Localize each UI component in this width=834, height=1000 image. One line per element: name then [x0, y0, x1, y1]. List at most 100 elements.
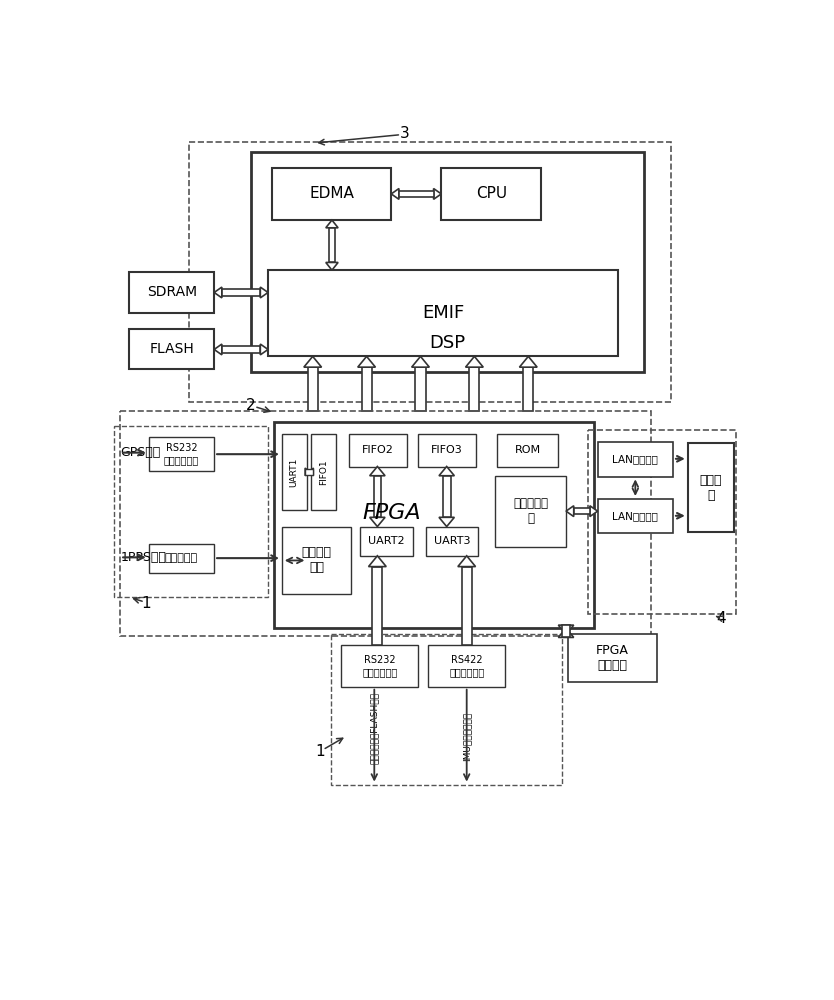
Text: FIFO2: FIFO2 [362, 445, 394, 455]
Bar [498, 434, 558, 467]
Polygon shape [465, 356, 483, 367]
Text: 其他设
备: 其他设 备 [700, 474, 722, 502]
Text: FPGA: FPGA [362, 503, 420, 523]
Bar [341, 645, 418, 687]
Bar [443, 476, 450, 517]
Polygon shape [369, 466, 385, 476]
Text: 时间同步
模块: 时间同步 模块 [302, 546, 332, 574]
Text: FPGA
配置芯片: FPGA 配置芯片 [596, 644, 629, 672]
Text: LAN接口芯片: LAN接口芯片 [612, 511, 658, 521]
Bar [222, 289, 260, 296]
Text: UART1: UART1 [289, 457, 299, 487]
Polygon shape [214, 344, 222, 355]
Polygon shape [326, 220, 338, 228]
Bar [441, 168, 541, 220]
Polygon shape [369, 517, 385, 527]
Bar [189, 142, 671, 402]
Bar [588, 430, 736, 614]
Bar [568, 634, 657, 682]
Bar [114, 426, 268, 597]
Bar [426, 527, 478, 556]
Text: ROM: ROM [515, 445, 540, 455]
Text: IMU输出口与台号: IMU输出口与台号 [462, 711, 471, 761]
Text: DSP: DSP [430, 334, 465, 352]
Polygon shape [558, 625, 574, 634]
Polygon shape [520, 356, 537, 367]
Bar [495, 476, 566, 547]
Text: UART3: UART3 [434, 536, 470, 546]
Text: 4: 4 [716, 611, 726, 626]
Bar [362, 367, 372, 411]
Text: SDRAM: SDRAM [147, 285, 197, 299]
Polygon shape [434, 189, 441, 199]
Bar [308, 367, 318, 411]
Text: LAN接口芯片: LAN接口芯片 [612, 454, 658, 464]
Bar [282, 434, 307, 510]
Bar [374, 476, 381, 517]
Bar [562, 625, 570, 637]
Text: 1: 1 [142, 596, 151, 611]
Polygon shape [590, 506, 598, 517]
Bar [268, 270, 618, 356]
Bar [523, 367, 533, 411]
Bar [329, 228, 335, 262]
Text: 1: 1 [315, 744, 325, 759]
Polygon shape [260, 344, 268, 355]
Polygon shape [307, 468, 314, 476]
Bar [415, 367, 425, 411]
Bar [120, 411, 651, 636]
Bar [129, 272, 214, 312]
Bar [282, 527, 351, 594]
Polygon shape [558, 628, 574, 637]
Text: 串口及程序与FLASH烧写: 串口及程序与FLASH烧写 [369, 692, 379, 764]
Text: 2: 2 [246, 398, 256, 413]
Text: 1PPS信号: 1PPS信号 [120, 551, 166, 564]
Bar [274, 422, 594, 628]
Polygon shape [369, 556, 386, 567]
Polygon shape [412, 356, 430, 367]
Polygon shape [439, 517, 455, 527]
Bar [272, 168, 391, 220]
Polygon shape [458, 556, 475, 567]
Polygon shape [358, 356, 375, 367]
Text: 3: 3 [400, 126, 410, 141]
Polygon shape [439, 466, 455, 476]
Bar [349, 434, 407, 467]
Text: 光电耦合器: 光电耦合器 [165, 553, 198, 563]
Text: FIFO3: FIFO3 [431, 445, 463, 455]
Text: UART2: UART2 [369, 536, 405, 546]
Bar [688, 443, 734, 532]
Text: RS232
电平转换芯片: RS232 电平转换芯片 [163, 443, 199, 465]
Bar [360, 527, 413, 556]
Polygon shape [214, 287, 222, 298]
Bar [462, 567, 472, 645]
Bar [598, 442, 673, 477]
Polygon shape [305, 468, 311, 476]
Bar [418, 434, 476, 467]
Polygon shape [566, 506, 574, 517]
Bar [129, 329, 214, 369]
Bar [222, 346, 260, 353]
Text: CPU: CPU [475, 186, 507, 201]
Bar [148, 544, 214, 573]
Text: GPS信号: GPS信号 [120, 446, 160, 459]
Text: FLASH: FLASH [149, 342, 194, 356]
Bar [470, 367, 480, 411]
Polygon shape [304, 356, 322, 367]
Bar [311, 434, 336, 510]
Bar [428, 645, 505, 687]
Bar [251, 152, 644, 372]
Bar [331, 634, 562, 785]
Text: RS422
电平转换芯片: RS422 电平转换芯片 [449, 655, 485, 677]
Bar [399, 191, 434, 197]
Text: FIFO1: FIFO1 [319, 459, 328, 485]
Polygon shape [326, 262, 338, 270]
Text: EMIF: EMIF [422, 304, 465, 322]
Bar [598, 499, 673, 533]
Text: EDMA: EDMA [309, 186, 354, 201]
Bar [574, 508, 590, 514]
Polygon shape [391, 189, 399, 199]
Bar [148, 437, 214, 471]
Polygon shape [260, 287, 268, 298]
Bar [372, 567, 382, 645]
